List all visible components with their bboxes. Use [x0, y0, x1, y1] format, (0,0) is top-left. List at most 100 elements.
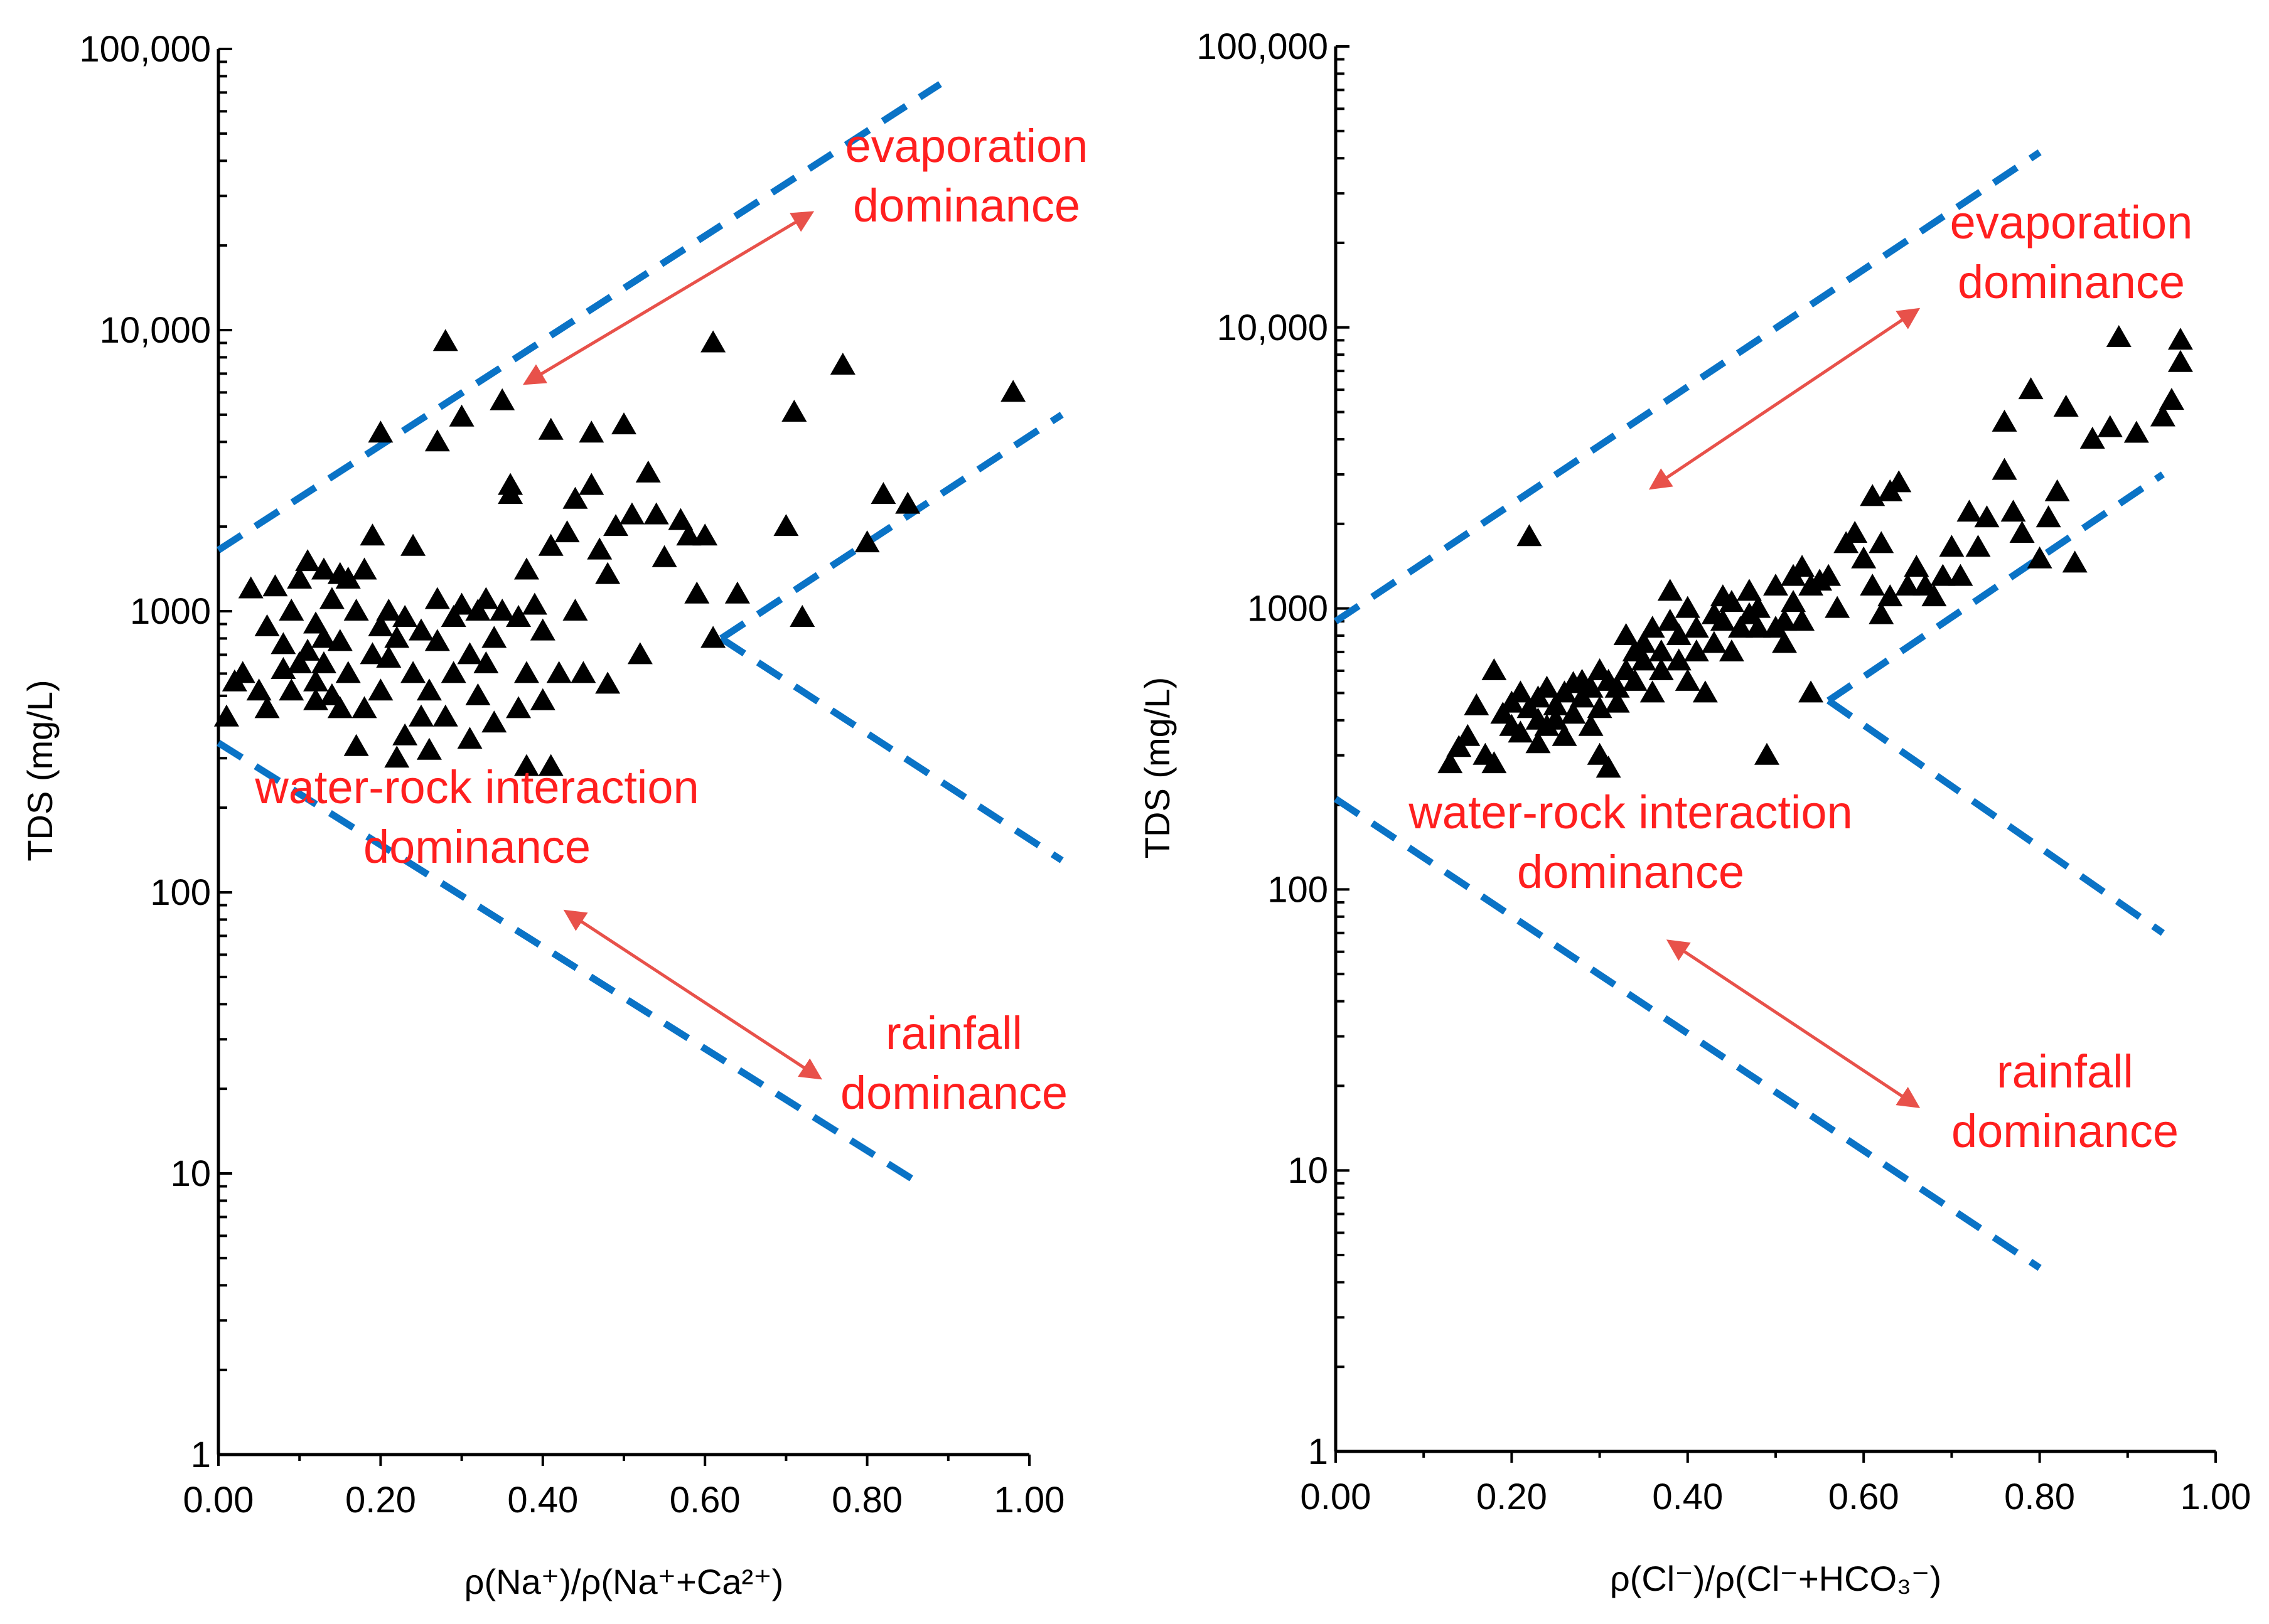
data-point	[1745, 616, 1771, 638]
data-point	[1992, 409, 2017, 432]
data-point	[490, 388, 515, 410]
data-point	[2123, 420, 2149, 443]
data-point	[854, 530, 880, 553]
data-point	[506, 604, 532, 627]
data-point	[538, 754, 564, 776]
data-point	[441, 604, 466, 627]
data-point	[2097, 415, 2123, 437]
data-point	[530, 688, 555, 710]
data-point	[481, 626, 507, 648]
data-point	[1525, 731, 1551, 754]
data-point	[571, 661, 596, 683]
data-point	[579, 420, 604, 443]
data-point	[1842, 520, 1868, 543]
data-point	[319, 587, 345, 609]
data-point	[1543, 693, 1569, 715]
x-tick-label: 0.80	[2004, 1477, 2075, 1517]
data-point	[1719, 639, 1744, 661]
data-point	[368, 678, 394, 701]
data-point	[652, 545, 677, 567]
data-point	[1508, 680, 1533, 703]
left-panel: 1 10 100 1000 10,000 100,000 0.00 0.20 0.40 0.60 0…	[20, 29, 1088, 1601]
data-point	[262, 574, 288, 597]
data-point	[327, 629, 353, 651]
x-tick-label: 1.00	[2180, 1477, 2251, 1517]
data-point	[424, 429, 450, 452]
y-axis-title: TDS (mg/L)	[1137, 677, 1177, 858]
data-point	[449, 404, 475, 427]
data-point	[1657, 579, 1683, 601]
data-point	[513, 557, 539, 580]
data-point	[611, 412, 636, 435]
data-point	[790, 604, 815, 627]
data-point	[432, 329, 458, 351]
data-point	[1675, 596, 1700, 618]
data-point	[1613, 622, 1639, 645]
water-rock-annotation: water-rock interaction	[254, 761, 699, 813]
data-point	[1560, 702, 1586, 724]
data-point	[230, 661, 255, 683]
evaporation-annotation: dominance	[1958, 256, 2185, 308]
data-point	[643, 502, 669, 525]
data-point	[1869, 602, 1894, 624]
data-point	[1490, 702, 1516, 724]
data-point	[1974, 505, 2000, 528]
data-point	[1727, 616, 1753, 638]
data-point	[254, 614, 280, 636]
x-tick-label: 0.20	[345, 1480, 416, 1520]
data-point	[1710, 609, 1735, 631]
data-point	[603, 514, 629, 537]
data-point	[2106, 325, 2132, 348]
y-tick-label: 100,000	[1196, 26, 1328, 67]
y-tick-label: 10,000	[100, 310, 211, 351]
data-point	[473, 587, 499, 609]
y-tick-label: 1	[1308, 1431, 1328, 1472]
boundary-line	[217, 81, 942, 553]
data-point	[1578, 675, 1604, 698]
data-point	[1956, 499, 1982, 522]
data-point	[360, 642, 385, 665]
data-point	[1604, 675, 1630, 698]
data-point	[351, 557, 377, 580]
data-point	[1648, 639, 1674, 661]
data-point	[635, 460, 661, 483]
data-point	[246, 678, 272, 701]
data-point	[303, 611, 329, 634]
data-point	[1992, 457, 2017, 480]
data-point	[627, 642, 653, 665]
data-point	[538, 417, 564, 440]
data-point	[1939, 535, 1965, 557]
data-point	[724, 581, 750, 604]
data-point	[271, 657, 296, 680]
data-point	[457, 642, 483, 665]
y-axis-title: TDS (mg/L)	[20, 680, 60, 861]
data-point	[773, 514, 799, 537]
data-point	[1666, 622, 1692, 645]
data-point	[1798, 680, 1824, 703]
data-point	[311, 557, 336, 580]
data-point	[392, 723, 418, 745]
data-point	[1816, 564, 1842, 586]
data-point	[465, 683, 491, 705]
data-point	[473, 651, 499, 673]
data-point	[2027, 546, 2052, 569]
data-point	[416, 678, 442, 701]
data-point	[1772, 609, 1798, 631]
data-point	[895, 491, 921, 514]
data-point	[2044, 479, 2070, 501]
data-point	[1631, 648, 1656, 671]
data-point	[1534, 675, 1560, 698]
data-point	[311, 651, 336, 673]
data-point	[562, 599, 588, 621]
data-point	[376, 646, 402, 668]
data-point	[2062, 550, 2088, 573]
data-point	[1860, 574, 1885, 596]
data-point	[2167, 350, 2193, 372]
y-tick-label: 1	[191, 1434, 211, 1475]
water-rock-annotation: dominance	[363, 821, 591, 873]
x-tick-label: 0.00	[1301, 1477, 1371, 1517]
data-point	[1464, 693, 1489, 715]
data-point	[1552, 724, 1577, 746]
data-point	[449, 592, 475, 615]
data-point	[400, 661, 426, 683]
